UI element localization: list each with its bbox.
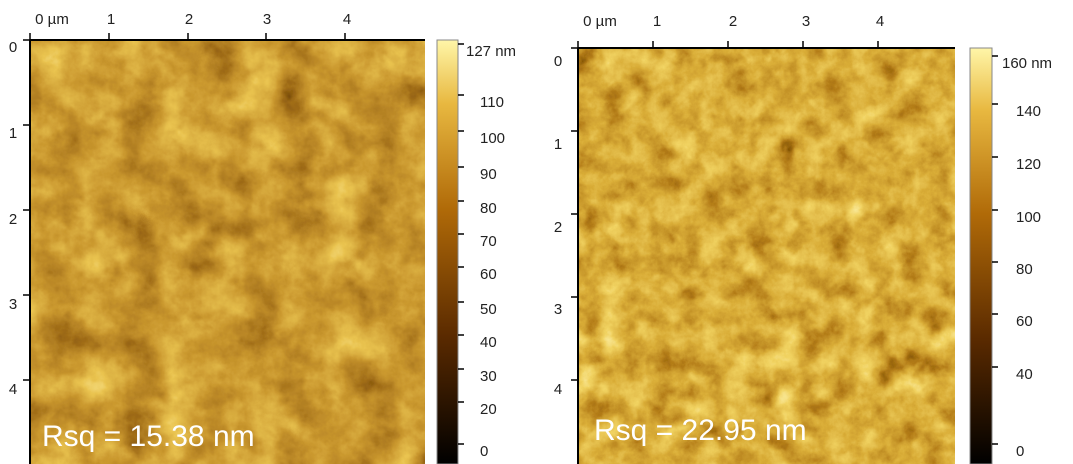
x-tick-label: 4: [343, 11, 351, 28]
colorbar-label: 127 nm: [466, 43, 516, 60]
afm-image: [30, 40, 425, 464]
colorbar-label: 60: [480, 266, 497, 283]
y-tick-label: 2: [554, 219, 562, 236]
colorbar-label: 100: [1016, 209, 1041, 226]
colorbar-label: 0: [480, 443, 488, 460]
y-tick-label: 4: [9, 381, 17, 398]
colorbar-label: 0: [1016, 443, 1024, 460]
colorbar-label: 80: [1016, 261, 1033, 278]
colorbar-label: 70: [480, 233, 497, 250]
colorbar-label: 40: [480, 334, 497, 351]
afm-image: [578, 48, 955, 464]
x-tick-label: 1: [653, 13, 661, 30]
x-tick-label: 2: [185, 11, 193, 28]
colorbar: [969, 47, 993, 464]
x-tick-label: 0 µm: [583, 13, 617, 30]
x-tick-label: 2: [729, 13, 737, 30]
y-tick-label: 1: [9, 125, 17, 142]
colorbar-label: 120: [1016, 156, 1041, 173]
colorbar-label: 140: [1016, 103, 1041, 120]
y-tick-label: 3: [554, 301, 562, 318]
colorbar-label: 40: [1016, 366, 1033, 383]
x-tick-label: 1: [107, 11, 115, 28]
x-tick-label: 4: [876, 13, 884, 30]
colorbar-label: 50: [480, 301, 497, 318]
x-tick-label: 3: [263, 11, 271, 28]
colorbar-label: 60: [1016, 313, 1033, 330]
colorbar-label: 110: [480, 94, 504, 111]
colorbar-label: 20: [480, 401, 497, 418]
y-tick-label: 0: [554, 53, 562, 70]
colorbar: [436, 39, 459, 464]
annotation: Rsq = 22.95 nm: [594, 414, 807, 447]
y-tick-label: 1: [554, 136, 562, 153]
annotation: Rsq = 15.38 nm: [42, 420, 255, 453]
colorbar-label: 90: [480, 166, 497, 183]
y-tick-label: 2: [9, 211, 17, 228]
y-tick-label: 4: [554, 381, 562, 398]
x-tick-label: 0 µm: [35, 11, 69, 28]
colorbar-label: 160 nm: [1002, 55, 1052, 72]
y-tick-label: 3: [9, 296, 17, 313]
y-tick-label: 0: [9, 39, 17, 56]
colorbar-label: 30: [480, 368, 497, 385]
colorbar-label: 100: [480, 130, 505, 147]
x-tick-label: 3: [802, 13, 810, 30]
colorbar-label: 80: [480, 200, 497, 217]
